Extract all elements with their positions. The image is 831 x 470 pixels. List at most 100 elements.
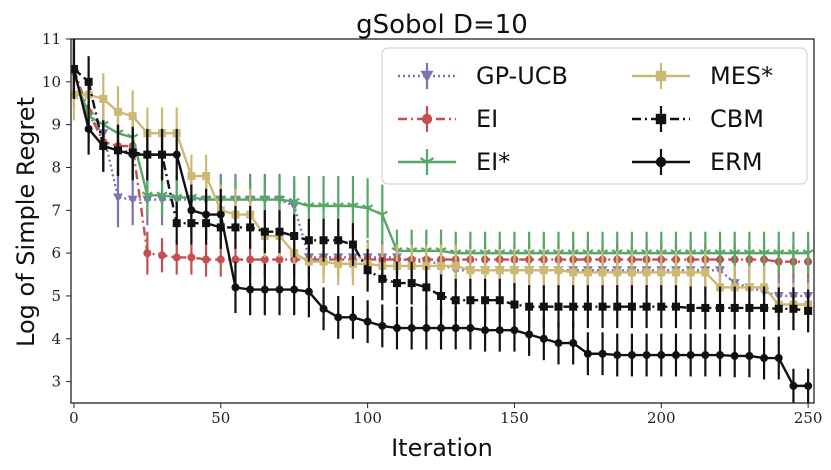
data-point xyxy=(451,296,460,305)
data-point xyxy=(729,249,741,259)
data-point xyxy=(332,202,344,212)
data-point xyxy=(569,339,578,348)
y-tick-label: 6 xyxy=(51,244,61,262)
data-point xyxy=(202,255,211,264)
data-point xyxy=(319,304,328,313)
data-point xyxy=(671,351,680,360)
data-point xyxy=(701,303,710,312)
data-point xyxy=(158,150,167,159)
chart-title: gSobol D=10 xyxy=(356,10,528,40)
data-point xyxy=(554,302,563,311)
data-point xyxy=(392,324,401,333)
data-point xyxy=(275,285,284,294)
data-point xyxy=(84,124,93,133)
data-point xyxy=(554,339,563,348)
data-point xyxy=(525,302,534,311)
series-line xyxy=(73,68,809,313)
legend-marker xyxy=(419,157,435,169)
data-point xyxy=(642,302,651,311)
y-tick-label: 7 xyxy=(51,201,61,219)
x-tick-label: 200 xyxy=(647,409,676,427)
data-point xyxy=(539,334,548,343)
data-point xyxy=(202,210,211,219)
data-point xyxy=(260,285,269,294)
data-point xyxy=(437,261,446,270)
legend-item: ERM xyxy=(632,148,763,176)
data-point xyxy=(334,259,343,268)
data-point xyxy=(422,324,431,333)
data-point xyxy=(598,302,607,311)
data-point xyxy=(84,77,93,86)
data-point xyxy=(716,303,725,312)
data-point xyxy=(745,351,754,360)
data-point xyxy=(701,268,710,277)
legend: GP-UCB EI EI* MES* CBM ERM xyxy=(381,47,808,185)
legend-label: EI xyxy=(476,105,498,133)
data-point xyxy=(304,287,313,296)
x-tick-label: 250 xyxy=(794,409,823,427)
y-tick-label: 5 xyxy=(51,287,61,305)
data-point xyxy=(347,202,359,212)
data-point xyxy=(127,195,138,205)
data-point xyxy=(260,255,269,264)
data-point xyxy=(539,266,548,275)
data-point xyxy=(760,354,769,363)
data-point xyxy=(510,326,519,335)
legend-item: GP-UCB xyxy=(398,62,568,90)
legend-label: MES* xyxy=(710,62,773,90)
data-point xyxy=(701,351,710,360)
data-point xyxy=(686,268,695,277)
data-point xyxy=(334,313,343,322)
data-point xyxy=(259,195,271,205)
data-point xyxy=(804,306,813,315)
data-point xyxy=(569,268,578,277)
data-point xyxy=(787,249,800,259)
data-point xyxy=(627,268,636,277)
data-point xyxy=(686,351,695,360)
y-tick-label: 11 xyxy=(42,30,61,48)
data-point xyxy=(171,193,183,203)
data-point xyxy=(743,249,755,259)
data-point xyxy=(583,268,592,277)
data-point xyxy=(143,150,152,159)
data-point xyxy=(802,249,814,259)
legend-label: ERM xyxy=(710,148,763,176)
x-axis-label: Iteration xyxy=(391,434,493,462)
legend-label: CBM xyxy=(710,105,764,133)
data-point xyxy=(231,223,240,232)
data-point xyxy=(407,279,416,288)
data-point xyxy=(437,291,446,300)
y-axis-label: Log of Simple Regret xyxy=(12,97,40,347)
data-point xyxy=(275,255,284,264)
data-point xyxy=(671,302,680,311)
data-point xyxy=(348,313,357,322)
data-point xyxy=(510,266,519,275)
data-point xyxy=(495,296,504,305)
data-point xyxy=(260,227,269,236)
legend-marker xyxy=(655,156,667,168)
data-point xyxy=(481,296,490,305)
data-point xyxy=(525,330,534,339)
legend-box xyxy=(381,47,808,185)
data-point xyxy=(804,381,813,390)
data-point xyxy=(362,204,374,214)
data-point xyxy=(99,94,108,103)
data-point xyxy=(275,227,284,236)
data-point xyxy=(481,326,490,335)
data-point xyxy=(128,112,137,121)
series-line xyxy=(72,68,809,263)
legend-marker xyxy=(655,113,667,125)
data-point xyxy=(319,236,328,245)
data-point xyxy=(304,236,313,245)
data-point xyxy=(627,351,636,360)
y-tick-label: 10 xyxy=(42,73,61,91)
data-point xyxy=(422,283,431,292)
data-point xyxy=(481,266,490,275)
data-point xyxy=(378,321,387,330)
data-point xyxy=(598,349,607,358)
data-point xyxy=(99,142,108,151)
data-point xyxy=(376,210,388,220)
data-point xyxy=(451,324,460,333)
data-point xyxy=(569,302,578,311)
data-point xyxy=(143,249,152,258)
